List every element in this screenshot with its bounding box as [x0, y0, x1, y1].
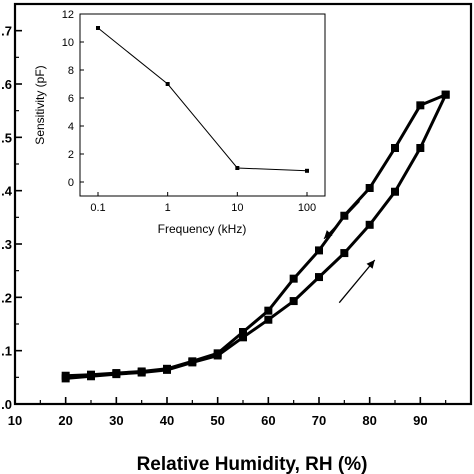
inset-y-tick-label: 2 [68, 149, 74, 161]
inset-y-axis-title: Sensitivity (pF) [33, 65, 47, 144]
main-y-tick-label: .3 [1, 237, 12, 252]
main-x-tick-label: 30 [109, 413, 123, 428]
main-series-1-point [264, 315, 273, 324]
inset-y-ticks: 0 2 4 6 8 10 12 [62, 9, 84, 189]
main-x-tick-label: 50 [210, 413, 224, 428]
main-series-1-point [340, 249, 349, 258]
main-series-2-point [112, 369, 121, 378]
inset-x-tick-label: 100 [298, 202, 316, 214]
main-series-2-point [315, 246, 323, 255]
main-series-2-point [365, 184, 374, 192]
main-y-tick-label: .1 [1, 344, 12, 359]
inset-y-tick-label: 0 [68, 177, 74, 189]
main-x-tick-label: 60 [261, 413, 275, 428]
main-series-1-point [416, 144, 425, 152]
inset-x-axis-title: Frequency (kHz) [158, 222, 247, 236]
inset-series-point [305, 168, 309, 173]
inset-series-point [235, 166, 240, 170]
inset-series-line [97, 27, 308, 172]
main-series-line-2 [65, 93, 447, 378]
main-x-tick-label: 40 [160, 413, 174, 428]
main-series-2-point [416, 101, 425, 110]
main-y-tick-label: .6 [1, 77, 12, 92]
main-series-2-point [264, 306, 273, 315]
main-series-2-point [441, 90, 450, 99]
main-series-2-point [213, 349, 222, 358]
main-y-tick-label: .4 [1, 184, 13, 199]
main-series-2-point [239, 328, 247, 336]
inset-series-point [165, 82, 170, 86]
main-x-tick-label: 20 [58, 413, 72, 428]
arrow-down-head [324, 230, 333, 239]
main-y-ticks: .0 .1 .2 .3 .4 .5 .6 .7 [1, 24, 22, 412]
arrow-up-head [366, 260, 375, 269]
main-x-tick-label: 90 [413, 413, 427, 428]
main-x-axis-title: Relative Humidity, RH (%) [137, 454, 368, 474]
arrow-down-shaft [323, 200, 361, 240]
main-series-1-point [365, 220, 374, 229]
main-series-group [61, 90, 450, 383]
main-x-tick-label: 10 [8, 413, 22, 428]
main-series-2-point [61, 371, 70, 380]
main-x-tick-label: 80 [362, 413, 376, 428]
main-series-1-point [239, 333, 247, 342]
main-series-1-point [391, 187, 399, 196]
main-series-2-point [137, 367, 146, 376]
arrow-up-shaft [338, 259, 376, 304]
inset-series-group [96, 26, 309, 173]
main-series-2-point [188, 357, 197, 366]
inset-x-tick-label: 1 [165, 202, 171, 214]
main-series-1-point [289, 297, 298, 306]
inset-x-tick-label: 10 [231, 202, 243, 214]
inset-background [80, 14, 325, 196]
inset-plot-frame [79, 13, 326, 197]
main-y-tick-label: .5 [1, 130, 12, 145]
inset-y-tick-label: 8 [68, 65, 74, 77]
main-series-2-point [391, 144, 399, 152]
main-y-tick-label: .2 [1, 290, 12, 305]
main-x-ticks: 10 20 30 40 50 60 70 80 90 [8, 397, 447, 428]
main-y-tick-label: .7 [1, 24, 12, 39]
inset-series-point [96, 26, 100, 30]
inset-y-tick-label: 12 [62, 9, 74, 21]
inset-y-tick-label: 10 [62, 37, 74, 49]
inset-y-tick-label: 6 [68, 93, 74, 105]
main-series-2-point [340, 211, 349, 220]
main-series-2-point [163, 364, 171, 373]
main-x-tick-label: 70 [312, 413, 326, 428]
inset-chart: 0 2 4 6 8 10 12 0.1 1 10 100 Frequency (kHz) Sens… [33, 9, 326, 236]
inset-y-tick-label: 4 [68, 121, 74, 133]
main-y-tick-label: .0 [1, 397, 12, 412]
main-series-2-point [87, 370, 95, 379]
inset-x-ticks: 0.1 1 10 100 [90, 192, 316, 214]
inset-x-tick-label: 0.1 [90, 202, 105, 214]
direction-arrows [323, 200, 376, 304]
main-series-1-point [315, 273, 323, 282]
main-series-2-point [289, 274, 298, 283]
